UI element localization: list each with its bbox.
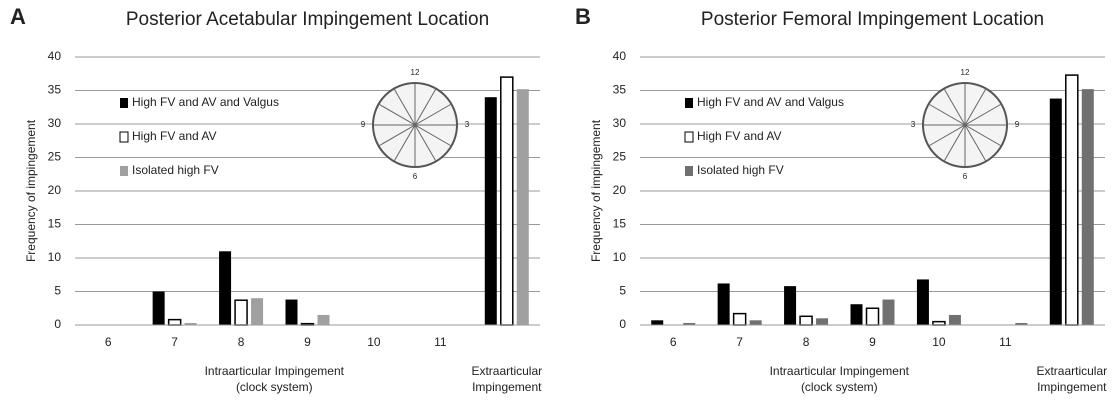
legend-swatch <box>119 131 129 143</box>
y-tick-label: 10 <box>613 250 627 264</box>
inset-label: 9 <box>361 120 366 129</box>
bar <box>732 312 747 326</box>
x-tick-label: 10 <box>367 335 381 349</box>
legend-label: High FV and AV <box>132 129 217 143</box>
y-tick-label: 0 <box>54 317 61 331</box>
y-tick-label: 35 <box>613 83 627 97</box>
bar <box>865 307 880 326</box>
legend-swatch <box>120 98 128 108</box>
x-group-label: Intraarticular Impingement <box>205 364 345 378</box>
x-tick-label: 7 <box>171 335 178 349</box>
bar <box>683 322 696 325</box>
x-tick-label: 9 <box>304 335 311 349</box>
bar <box>916 279 929 325</box>
y-tick-label: 0 <box>619 317 626 331</box>
x-tick-label: 10 <box>932 335 946 349</box>
panel-letter: A <box>10 4 26 29</box>
y-axis-label: Frequency of impingement <box>24 119 38 262</box>
x-group-label: Intraarticular Impingement <box>770 364 910 378</box>
legend-label: High FV and AV and Valgus <box>697 95 844 109</box>
bar <box>219 251 232 325</box>
bar <box>799 315 813 326</box>
inset-line <box>928 103 1002 147</box>
legend-label: Isolated high FV <box>132 163 219 177</box>
legend-label: High FV and AV and Valgus <box>132 95 279 109</box>
x-group-label: Extraarticular <box>1036 364 1107 378</box>
bar <box>234 299 248 326</box>
bar <box>251 298 264 325</box>
bar <box>152 291 165 325</box>
bar <box>484 97 497 325</box>
y-tick-label: 5 <box>54 284 61 298</box>
x-group-label: Impingement <box>472 380 542 394</box>
bar <box>651 320 664 325</box>
legend-label: High FV and AV <box>697 129 782 143</box>
inset-label: 12 <box>411 68 420 77</box>
y-axis-label: Frequency of impingement <box>589 119 603 262</box>
bar <box>882 299 895 325</box>
bar <box>184 322 197 325</box>
x-tick-label: 8 <box>803 335 810 349</box>
y-tick-label: 40 <box>613 49 627 63</box>
bar <box>516 89 529 325</box>
inset-label: 6 <box>413 172 418 181</box>
bar <box>500 76 514 326</box>
bar <box>816 318 829 325</box>
bar <box>948 314 961 325</box>
inset-label: 6 <box>963 172 968 181</box>
y-tick-label: 5 <box>619 284 626 298</box>
y-tick-label: 30 <box>613 116 627 130</box>
bar <box>1065 74 1079 326</box>
bar <box>285 299 298 325</box>
inset-line <box>378 103 452 147</box>
bar <box>850 304 863 325</box>
x-tick-label: 9 <box>869 335 876 349</box>
legend-swatch <box>120 166 128 176</box>
x-group-label: (clock system) <box>801 380 878 394</box>
x-group-label: Impingement <box>1037 380 1107 394</box>
panel-letter: B <box>575 4 591 29</box>
y-tick-label: 10 <box>48 250 62 264</box>
bar <box>932 320 946 326</box>
chart-title: Posterior Acetabular Impingement Locatio… <box>126 9 489 30</box>
bar <box>1015 322 1028 325</box>
legend-swatch <box>684 131 694 143</box>
y-tick-label: 40 <box>48 49 62 63</box>
bar <box>317 314 330 325</box>
bar <box>1049 98 1062 325</box>
bar <box>784 286 797 325</box>
bar <box>717 283 730 325</box>
chart-title: Posterior Femoral Impingement Location <box>701 9 1044 30</box>
bar <box>1081 89 1094 325</box>
y-tick-label: 20 <box>48 183 62 197</box>
y-tick-label: 30 <box>48 116 62 130</box>
bar <box>167 318 182 326</box>
x-group-label: Extraarticular <box>471 364 542 378</box>
inset-label: 3 <box>465 120 470 129</box>
x-tick-label: 8 <box>238 335 245 349</box>
y-tick-label: 35 <box>48 83 62 97</box>
x-group-label: (clock system) <box>236 380 313 394</box>
x-tick-label: 11 <box>999 335 1012 349</box>
x-tick-label: 7 <box>736 335 743 349</box>
x-tick-label: 6 <box>105 335 112 349</box>
y-tick-label: 25 <box>613 150 627 164</box>
legend-label: Isolated high FV <box>697 163 784 177</box>
bar <box>749 320 762 325</box>
legend-swatch <box>685 166 693 176</box>
y-tick-label: 25 <box>48 150 62 164</box>
inset-label: 9 <box>1015 120 1020 129</box>
inset-label: 12 <box>961 68 970 77</box>
x-tick-label: 11 <box>434 335 447 349</box>
y-tick-label: 15 <box>613 217 627 231</box>
y-tick-label: 20 <box>613 183 627 197</box>
y-tick-label: 15 <box>48 217 62 231</box>
legend-swatch <box>685 98 693 108</box>
x-tick-label: 6 <box>670 335 677 349</box>
inset-label: 3 <box>911 120 916 129</box>
